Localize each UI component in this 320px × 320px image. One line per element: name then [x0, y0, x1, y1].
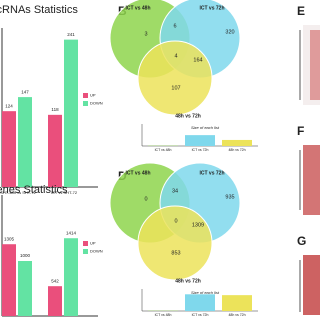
- legend-swatch: [83, 249, 88, 254]
- set-name: ICT vs 48h: [125, 170, 150, 176]
- value-label: 124: [5, 103, 13, 108]
- value-label: 1414: [66, 230, 77, 235]
- region-count: 0: [174, 218, 177, 224]
- inset-bar: [222, 295, 252, 311]
- bar: [2, 244, 16, 316]
- inset-x-label: ICT vs 72h: [192, 313, 209, 317]
- value-label: 1000: [20, 253, 31, 258]
- inset-x-label: 48h vs 72h: [228, 313, 245, 317]
- region-count: 3: [144, 31, 147, 37]
- value-label: 241: [67, 32, 75, 37]
- panel-title: Genes Statistics: [0, 184, 68, 196]
- bar: [18, 97, 32, 187]
- inset-x-label: ICT vs 72h: [192, 148, 209, 152]
- set-name: 48h vs 72h: [175, 113, 201, 119]
- bar: [64, 39, 78, 187]
- venn-set: [137, 205, 213, 281]
- set-name: ICT vs 72h: [199, 5, 224, 11]
- region-count: 107: [171, 85, 180, 91]
- inset-x-label: ICT vs 48h: [155, 313, 172, 317]
- inset-bar: [185, 135, 215, 146]
- value-label: 542: [51, 278, 59, 283]
- value-label: 147: [21, 89, 29, 94]
- inset-x-label: ICT vs 48h: [155, 148, 172, 152]
- heatmap-strips: [299, 25, 320, 315]
- panel-label: E: [297, 4, 305, 18]
- bar: [2, 111, 16, 187]
- region-count: 6: [173, 23, 176, 29]
- region-count: 34: [172, 188, 178, 194]
- bar: [48, 286, 62, 316]
- set-name: ICT vs 72h: [199, 170, 224, 176]
- legend-swatch: [83, 241, 88, 246]
- bar: [64, 238, 78, 316]
- inset-caption: Size of each list: [191, 290, 220, 295]
- legend-swatch: [83, 93, 88, 98]
- legend-label: DOWN: [90, 101, 103, 106]
- inset-caption: Size of each list: [191, 125, 220, 130]
- panel-label: G: [297, 234, 306, 248]
- value-label: 1305: [4, 236, 15, 241]
- legend-label: UP: [90, 241, 96, 246]
- region-count: 935: [225, 194, 234, 200]
- bar: [48, 114, 62, 187]
- set-name: 48h vs 72h: [175, 278, 201, 284]
- bar: [18, 261, 32, 316]
- value-label: 118: [51, 107, 59, 112]
- x-tick-label: SHT-48h vs SHT-72: [0, 190, 36, 195]
- panel-title: lncRNAs Statistics: [0, 4, 78, 16]
- legend-label: DOWN: [90, 249, 103, 254]
- set-name: ICT vs 48h: [125, 5, 150, 11]
- panel-label: F: [297, 124, 304, 138]
- venn-set: [137, 40, 213, 116]
- legend-swatch: [83, 101, 88, 106]
- region-count: 0: [144, 196, 147, 202]
- inset-bar: [222, 139, 252, 146]
- x-tick-label: ICT vs SHT-72: [51, 190, 78, 195]
- region-count: 4: [174, 53, 177, 59]
- region-count: 853: [171, 250, 180, 256]
- region-count: 1309: [192, 222, 204, 228]
- inset-bar: [185, 294, 215, 311]
- region-count: 164: [193, 57, 202, 63]
- inset-x-label: 48h vs 72h: [228, 148, 245, 152]
- legend-label: UP: [90, 93, 96, 98]
- region-count: 320: [225, 29, 234, 35]
